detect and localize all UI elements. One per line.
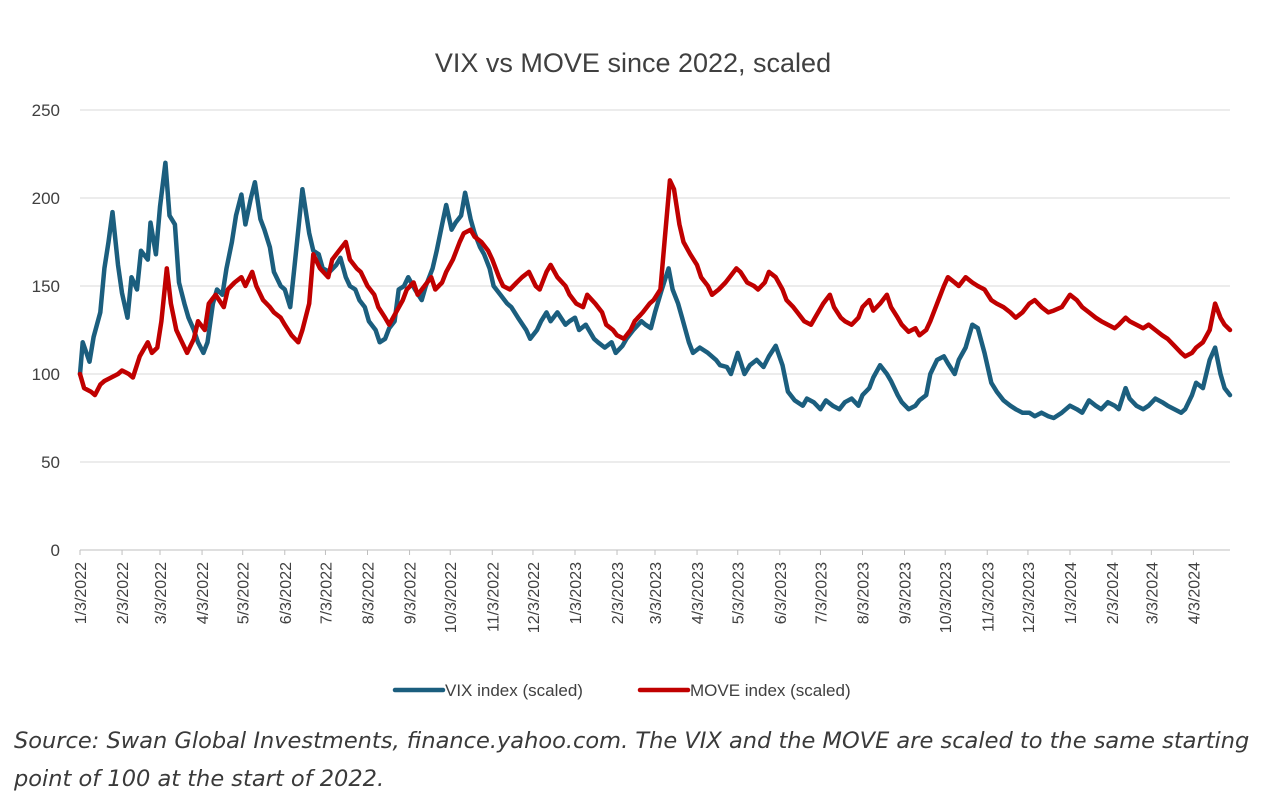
x-tick-label: 4/3/2022 — [195, 562, 212, 624]
series-lines — [77, 160, 1233, 421]
x-tick-label: 3/3/2022 — [153, 562, 170, 624]
x-tick-label: 6/3/2022 — [278, 562, 295, 624]
legend: VIX index (scaled) MOVE index (scaled) — [392, 681, 851, 700]
source-note: Source: Swan Global Investments, finance… — [14, 728, 1250, 792]
x-tick-label: 2/3/2023 — [610, 562, 627, 624]
y-tick-label: 50 — [41, 453, 60, 472]
x-tick-label: 7/3/2023 — [813, 562, 830, 624]
x-tick-label: 1/3/2022 — [73, 562, 90, 624]
chart-title: VIX vs MOVE since 2022, scaled — [435, 48, 831, 78]
x-tick-label: 8/3/2023 — [855, 562, 872, 624]
x-tick-label: 12/3/2022 — [526, 562, 543, 633]
x-tick-label: 3/3/2024 — [1144, 562, 1161, 624]
vix-series-line — [77, 160, 1233, 421]
x-tick-label: 7/3/2022 — [318, 562, 335, 624]
y-tick-label: 100 — [32, 365, 60, 384]
x-tick-label: 1/3/2024 — [1063, 562, 1080, 624]
gridlines — [80, 109, 1230, 463]
x-tick-label: 8/3/2022 — [361, 562, 378, 624]
x-axis-ticks: 1/3/2022 2/3/2022 3/3/2022 4/3/2022 5/3/2022… — [73, 550, 1203, 633]
y-tick-label: 200 — [32, 189, 60, 208]
y-tick-label: 250 — [32, 101, 60, 120]
x-tick-label: 11/3/2022 — [485, 562, 502, 632]
x-tick-label: 3/3/2023 — [648, 562, 665, 624]
y-tick-label: 150 — [32, 277, 60, 296]
x-tick-label: 5/3/2022 — [236, 562, 253, 624]
legend-label: MOVE index (scaled) — [690, 681, 851, 700]
x-tick-label: 4/3/2024 — [1186, 562, 1203, 624]
y-axis-ticks: 0 50 100 150 200 250 — [32, 101, 60, 560]
x-tick-label: 9/3/2023 — [898, 562, 915, 624]
x-tick-label: 4/3/2023 — [690, 562, 707, 624]
move-series-line — [77, 178, 1233, 398]
x-tick-label: 2/3/2024 — [1105, 562, 1122, 624]
x-tick-label: 1/3/2023 — [568, 562, 585, 624]
x-tick-label: 11/3/2023 — [980, 562, 997, 632]
x-tick-label: 12/3/2023 — [1021, 562, 1038, 633]
x-tick-label: 9/3/2022 — [403, 562, 420, 624]
x-tick-label: 10/3/2022 — [443, 562, 460, 633]
y-tick-label: 0 — [51, 541, 60, 560]
legend-label: VIX index (scaled) — [445, 681, 583, 700]
x-tick-label: 5/3/2023 — [731, 562, 748, 624]
x-tick-label: 10/3/2023 — [938, 562, 955, 633]
x-tick-label: 6/3/2023 — [773, 562, 790, 624]
x-tick-label: 2/3/2022 — [115, 562, 132, 624]
